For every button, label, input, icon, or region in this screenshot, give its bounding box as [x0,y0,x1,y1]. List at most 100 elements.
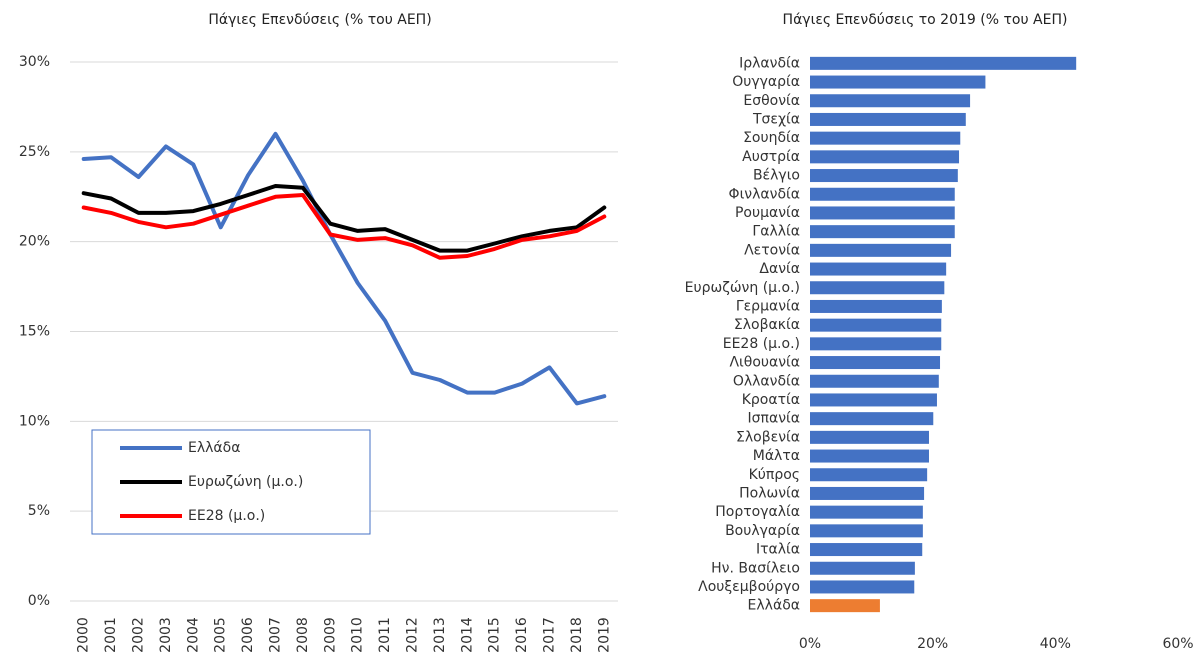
bar [810,468,928,482]
x-tick-label: 2013 [432,617,448,653]
x-tick-label: 40% [1040,636,1071,652]
bar [810,262,947,276]
y-tick-label: Βέλγιο [753,168,800,184]
x-tick-label: 2005 [213,617,229,653]
y-tick-label: 15% [19,324,50,340]
bar [810,112,966,126]
x-tick-label: 2014 [459,617,475,653]
bar [810,75,986,89]
bar [810,599,880,613]
y-tick-label: Ιταλία [756,542,800,558]
x-tick-label: 2001 [103,617,119,653]
y-tick-label: Εσθονία [743,93,800,109]
y-tick-label: Ολλανδία [733,373,800,389]
y-tick-label: Σλοβενία [736,429,800,445]
bar [810,206,955,220]
y-tick-label: Ισπανία [748,411,800,427]
y-tick-label: Πολωνία [739,485,800,501]
bar [810,412,934,426]
bar [810,393,937,407]
bar [810,169,958,183]
y-tick-label: Μάλτα [753,448,800,464]
legend-label: ΕΕ28 (μ.ο.) [188,508,265,524]
y-tick-label: Βουλγαρία [725,523,800,539]
bar [810,580,915,594]
y-tick-label: 5% [28,503,50,519]
x-tick-label: 2017 [542,617,558,653]
bar [810,56,1077,70]
bar [810,318,942,332]
bar [810,486,925,500]
y-tick-label: Κύπρος [749,467,800,483]
y-tick-label: Αυστρία [742,149,800,165]
y-tick-label: Ευρωζώνη (μ.ο.) [685,280,800,296]
bar [810,243,952,257]
y-tick-label: Γερμανία [736,298,800,314]
line-series [81,193,607,260]
y-tick-label: ΕΕ28 (μ.ο.) [723,336,800,352]
x-tick-label: 2012 [405,617,421,653]
y-tick-label: Λουξεμβούργο [698,579,800,595]
x-tick-label: 2000 [76,617,92,653]
x-tick-label: 60% [1162,636,1193,652]
legend-label: Ευρωζώνη (μ.ο.) [188,474,303,490]
y-tick-label: 25% [19,144,50,160]
x-tick-label: 2008 [295,617,311,653]
x-tick-label: 2009 [322,617,338,653]
line-series [81,131,607,406]
bar [810,356,941,370]
x-tick-label: 2006 [240,617,256,653]
y-tick-label: 20% [19,234,50,250]
bar [810,150,960,164]
bar [810,131,961,145]
legend-label: Ελλάδα [188,440,240,456]
bar [810,449,929,463]
x-tick-label: 2018 [569,617,585,653]
y-tick-label: Τσεχία [752,111,800,127]
bar [810,94,971,108]
bar [810,299,942,313]
bar [810,281,945,295]
x-tick-label: 2007 [268,617,284,653]
x-tick-label: 2002 [131,617,147,653]
x-tick-label: 2004 [185,617,201,653]
y-tick-label: 10% [19,413,50,429]
x-tick-label: 2019 [596,617,612,653]
y-tick-label: 0% [28,593,50,609]
bar [810,561,915,575]
y-tick-label: Δανία [759,261,800,277]
x-tick-label: 2011 [377,617,393,653]
y-tick-label: Λετονία [744,242,800,258]
y-tick-label: Πορτογαλία [715,504,800,520]
y-tick-label: 30% [19,54,50,70]
y-tick-label: Γαλλία [752,224,800,240]
bar [810,187,955,201]
x-tick-label: 2015 [487,617,503,653]
x-tick-label: 0% [799,636,821,652]
bar [810,337,942,351]
line-series [81,184,607,253]
y-tick-label: Ουγγαρία [732,74,800,90]
bar [810,430,929,444]
x-tick-label: 2010 [350,617,366,653]
y-tick-label: Ην. Βασίλειο [711,560,800,576]
y-tick-label: Σουηδία [743,130,800,146]
x-tick-label: 2003 [158,617,174,653]
x-tick-label: 20% [917,636,948,652]
x-tick-label: 2016 [514,617,530,653]
chart-title: Πάγιες Επενδύσεις (% του ΑΕΠ) [208,12,431,28]
y-tick-label: Ιρλανδία [739,55,800,71]
bar [810,374,939,388]
chart-title: Πάγιες Επενδύσεις το 2019 (% του ΑΕΠ) [783,12,1068,28]
y-tick-label: Ελλάδα [748,598,800,614]
bar [810,225,955,239]
y-tick-label: Κροατία [742,392,800,408]
bar [810,524,923,538]
y-tick-label: Φινλανδία [729,186,800,202]
y-tick-label: Λιθουανία [729,355,800,371]
y-tick-label: Ρουμανία [735,205,800,221]
bar [810,543,923,557]
bar [810,505,923,519]
y-tick-label: Σλοβακία [734,317,800,333]
